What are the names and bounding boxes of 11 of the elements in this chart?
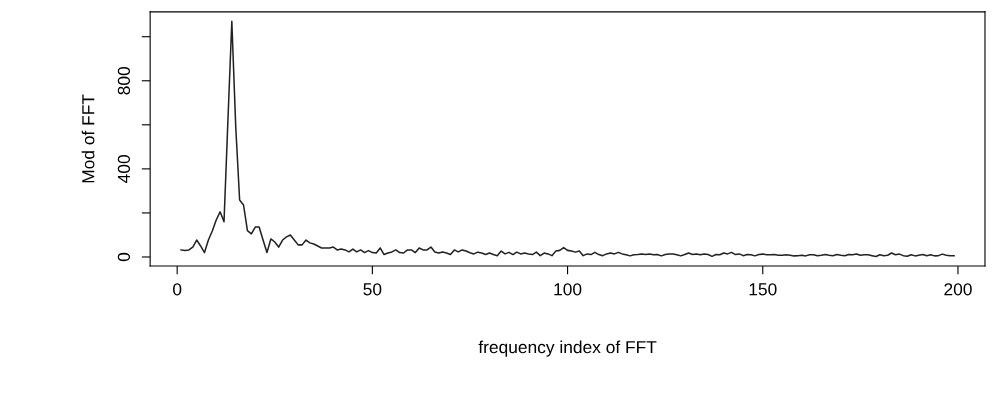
x-axis-title: frequency index of FFT [478, 340, 657, 357]
x-tick-label: 100 [554, 283, 582, 296]
x-tick-label: 50 [363, 283, 382, 296]
x-tick-label: 0 [173, 283, 182, 296]
x-tick-label: 200 [944, 283, 972, 296]
x-tick-label: 150 [749, 283, 777, 296]
y-tick-label: 0 [117, 252, 131, 262]
y-axis-title: Mod of FFT [81, 94, 95, 183]
y-tick-label: 800 [117, 66, 131, 95]
line-series [180, 20, 955, 258]
y-tick-label: 400 [117, 155, 131, 183]
